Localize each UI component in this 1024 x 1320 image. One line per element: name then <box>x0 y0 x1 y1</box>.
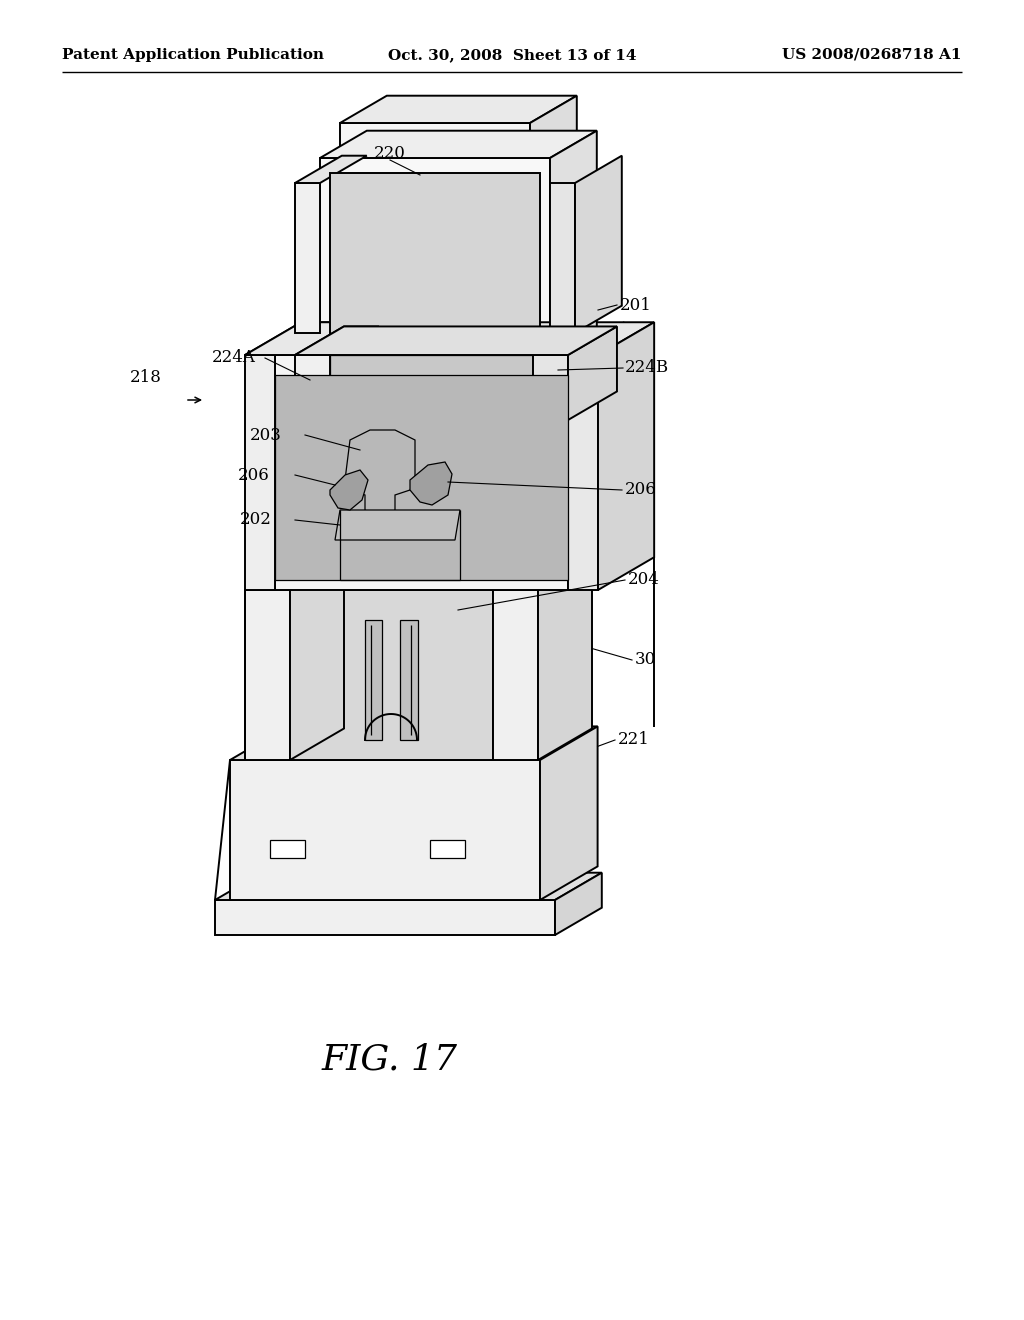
Polygon shape <box>575 156 622 333</box>
Polygon shape <box>290 590 493 760</box>
Text: 206: 206 <box>625 482 656 499</box>
Polygon shape <box>295 355 330 420</box>
Polygon shape <box>295 326 616 355</box>
Polygon shape <box>275 355 568 590</box>
Polygon shape <box>295 156 367 183</box>
Polygon shape <box>598 322 654 590</box>
Polygon shape <box>319 158 550 358</box>
Text: 221: 221 <box>618 731 650 748</box>
Polygon shape <box>400 620 418 741</box>
Polygon shape <box>568 355 598 590</box>
Polygon shape <box>330 173 540 343</box>
Polygon shape <box>538 558 592 760</box>
Polygon shape <box>555 873 602 935</box>
Polygon shape <box>230 726 598 760</box>
Polygon shape <box>295 326 379 355</box>
Polygon shape <box>319 131 597 158</box>
Text: Patent Application Publication: Patent Application Publication <box>62 48 324 62</box>
Polygon shape <box>568 326 616 420</box>
Text: 204: 204 <box>628 572 659 589</box>
Text: 218: 218 <box>130 370 162 387</box>
Text: 30: 30 <box>635 652 656 668</box>
Polygon shape <box>493 558 592 590</box>
Polygon shape <box>534 355 568 420</box>
Polygon shape <box>340 123 530 158</box>
Polygon shape <box>230 760 540 900</box>
Polygon shape <box>430 840 465 858</box>
Polygon shape <box>540 726 598 900</box>
Polygon shape <box>345 430 415 520</box>
Polygon shape <box>365 620 382 741</box>
Polygon shape <box>550 131 597 358</box>
Polygon shape <box>410 462 452 506</box>
Polygon shape <box>245 558 344 590</box>
Polygon shape <box>530 96 577 158</box>
Polygon shape <box>493 590 538 760</box>
Text: 220: 220 <box>374 144 406 161</box>
Polygon shape <box>215 900 555 935</box>
Polygon shape <box>550 183 575 333</box>
Polygon shape <box>270 840 305 858</box>
Polygon shape <box>275 375 568 579</box>
Text: FIG. 17: FIG. 17 <box>322 1043 458 1077</box>
Polygon shape <box>568 322 625 590</box>
Text: 224B: 224B <box>625 359 669 376</box>
Polygon shape <box>245 322 331 355</box>
Text: US 2008/0268718 A1: US 2008/0268718 A1 <box>782 48 962 62</box>
Polygon shape <box>215 873 602 900</box>
Polygon shape <box>245 355 275 590</box>
Text: 203: 203 <box>250 426 282 444</box>
Text: 201: 201 <box>620 297 652 314</box>
Polygon shape <box>245 590 290 760</box>
Polygon shape <box>290 558 344 760</box>
Text: 202: 202 <box>240 511 272 528</box>
Polygon shape <box>330 355 534 420</box>
Polygon shape <box>330 470 368 510</box>
Polygon shape <box>295 183 319 333</box>
Text: 206: 206 <box>238 466 269 483</box>
Polygon shape <box>340 96 577 123</box>
Polygon shape <box>335 510 460 540</box>
Text: 224A: 224A <box>212 350 256 367</box>
Text: Oct. 30, 2008  Sheet 13 of 14: Oct. 30, 2008 Sheet 13 of 14 <box>388 48 636 62</box>
Polygon shape <box>245 322 654 355</box>
